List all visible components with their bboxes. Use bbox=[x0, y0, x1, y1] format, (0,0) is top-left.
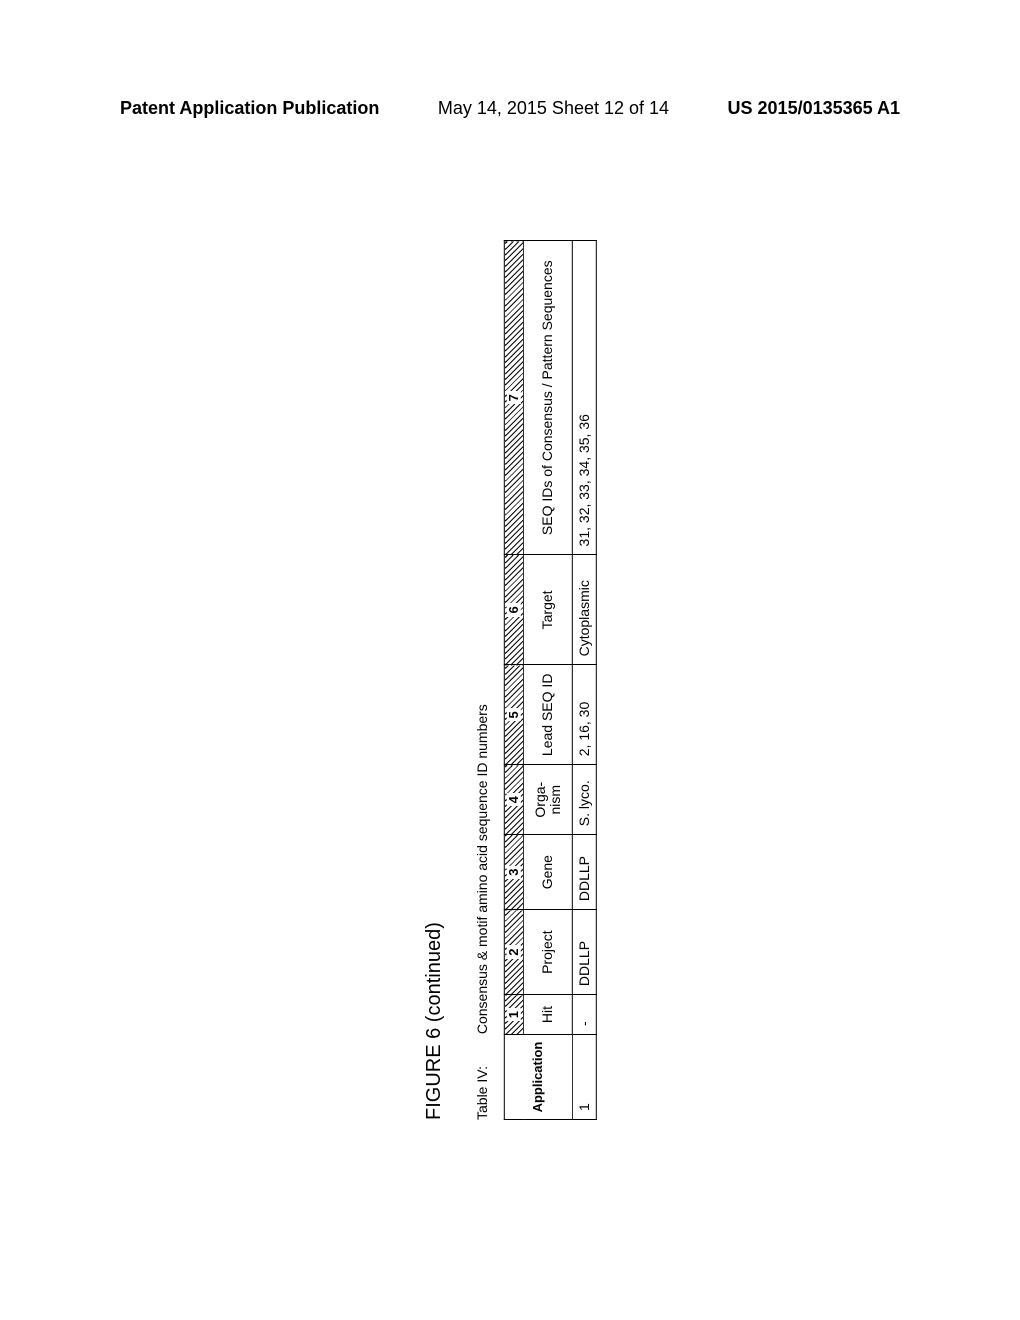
col-hit: Hit bbox=[523, 995, 572, 1035]
colnum-6: 6 bbox=[504, 555, 523, 665]
cell-gene: DDLLP bbox=[572, 835, 596, 910]
cell-application: 1 bbox=[572, 1035, 596, 1120]
cell-seq-ids: 31, 32, 33, 34, 35, 36 bbox=[572, 241, 596, 555]
table-caption: Table IV: Consensus & motif amino acid s… bbox=[474, 240, 490, 1120]
table-caption-text: Consensus & motif amino acid sequence ID… bbox=[474, 704, 490, 1034]
col-gene: Gene bbox=[523, 835, 572, 910]
consensus-table: Application 1 2 3 4 5 6 7 Hit Project Ge… bbox=[504, 240, 597, 1120]
figure-rotated-container: FIGURE 6 (continued) Table IV: Consensus… bbox=[423, 240, 597, 1120]
table-row: 1 - DDLLP DDLLP S. lyco. 2, 16, 30 Cytop… bbox=[572, 241, 596, 1120]
cell-hit: - bbox=[572, 995, 596, 1035]
table-number-row: Application 1 2 3 4 5 6 7 bbox=[504, 241, 523, 1120]
cell-target: Cytoplasmic bbox=[572, 555, 596, 665]
page: Patent Application Publication May 14, 2… bbox=[0, 0, 1020, 1320]
colnum-3: 3 bbox=[504, 835, 523, 910]
col-organism: Orga- nism bbox=[523, 765, 572, 835]
colnum-1: 1 bbox=[504, 995, 523, 1035]
colnum-4: 4 bbox=[504, 765, 523, 835]
date-sheet-label: May 14, 2015 Sheet 12 of 14 bbox=[438, 98, 669, 119]
figure-content: FIGURE 6 (continued) Table IV: Consensus… bbox=[423, 240, 597, 1120]
colnum-7: 7 bbox=[504, 241, 523, 555]
colnum-2: 2 bbox=[504, 910, 523, 995]
colnum-5: 5 bbox=[504, 665, 523, 765]
cell-organism: S. lyco. bbox=[572, 765, 596, 835]
figure-title: FIGURE 6 (continued) bbox=[423, 240, 446, 1120]
col-seq-ids: SEQ IDs of Consensus / Pattern Sequences bbox=[523, 241, 572, 555]
col-target: Target bbox=[523, 555, 572, 665]
publication-label: Patent Application Publication bbox=[120, 98, 379, 119]
page-header: Patent Application Publication May 14, 2… bbox=[0, 98, 1020, 119]
cell-lead-seq: 2, 16, 30 bbox=[572, 665, 596, 765]
col-application: Application bbox=[504, 1035, 572, 1120]
cell-project: DDLLP bbox=[572, 910, 596, 995]
col-lead-seq: Lead SEQ ID bbox=[523, 665, 572, 765]
patent-number: US 2015/0135365 A1 bbox=[728, 98, 900, 119]
table-label: Table IV: bbox=[474, 1066, 490, 1120]
col-project: Project bbox=[523, 910, 572, 995]
table-label-row: Hit Project Gene Orga- nism Lead SEQ ID … bbox=[523, 241, 572, 1120]
